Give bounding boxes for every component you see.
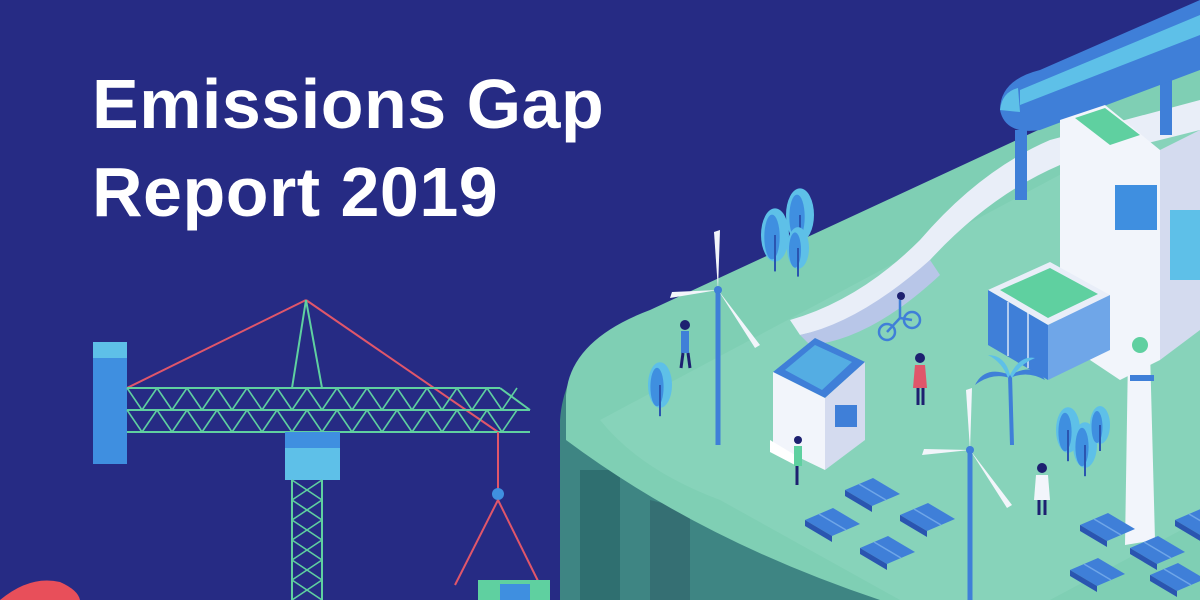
solar-panel-icon bbox=[805, 508, 860, 542]
bicycle-icon bbox=[877, 300, 922, 342]
house-icon bbox=[770, 338, 865, 470]
tree-icon bbox=[786, 188, 814, 252]
solar-panel-icon bbox=[1175, 509, 1200, 541]
solar-panel-icon bbox=[860, 536, 915, 570]
decorative-shape bbox=[0, 580, 80, 600]
tree-icon bbox=[648, 362, 672, 417]
solar-panel-icon bbox=[1070, 558, 1125, 592]
tree-icon bbox=[787, 227, 809, 277]
tower-crane-icon bbox=[93, 299, 550, 600]
person-icon bbox=[913, 353, 927, 405]
solar-panel-icon bbox=[900, 503, 955, 537]
page-title: Emissions Gap Report 2019 bbox=[92, 60, 604, 236]
wind-turbine-icon bbox=[670, 230, 1012, 600]
title-line-1: Emissions Gap bbox=[92, 65, 605, 143]
tree-icon bbox=[648, 188, 1110, 477]
chimney-icon bbox=[1125, 337, 1155, 545]
palm-tree-icon bbox=[975, 355, 1045, 446]
person-icon bbox=[897, 292, 905, 300]
person-icon bbox=[794, 436, 802, 485]
tree-icon bbox=[1090, 406, 1110, 451]
monorail-train-icon bbox=[790, 0, 1200, 345]
tree-icon bbox=[761, 208, 789, 272]
solar-panel-icon bbox=[1150, 563, 1200, 597]
title-line-2: Report 2019 bbox=[92, 153, 499, 231]
solar-panel-icon bbox=[805, 478, 1200, 597]
solar-panel-icon bbox=[845, 478, 900, 512]
solar-panel-icon bbox=[1130, 536, 1185, 570]
person-icon bbox=[1034, 463, 1050, 515]
solar-panel-icon bbox=[1080, 513, 1135, 547]
building-glass bbox=[988, 262, 1110, 380]
person-icon bbox=[679, 320, 692, 369]
tree-icon bbox=[1073, 422, 1097, 477]
